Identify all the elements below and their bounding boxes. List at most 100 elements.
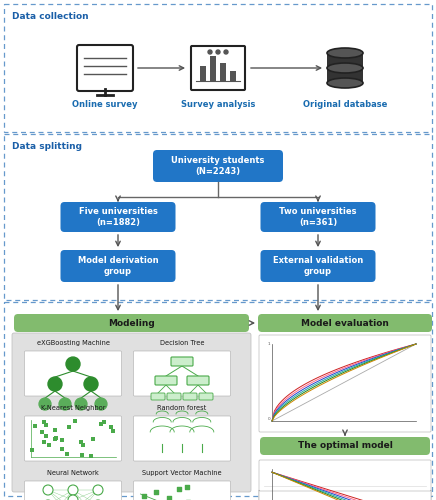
Text: Data splitting: Data splitting xyxy=(12,142,82,151)
FancyBboxPatch shape xyxy=(61,202,176,232)
Text: Decision Tree: Decision Tree xyxy=(160,340,204,346)
Point xyxy=(184,498,191,500)
Point xyxy=(66,423,73,431)
Circle shape xyxy=(68,495,78,500)
Text: Data collection: Data collection xyxy=(12,12,89,21)
Point xyxy=(79,440,86,448)
FancyBboxPatch shape xyxy=(153,150,283,182)
Text: Survey analysis: Survey analysis xyxy=(181,100,255,109)
FancyBboxPatch shape xyxy=(187,376,209,385)
Point xyxy=(52,435,59,443)
Point xyxy=(45,442,52,450)
Text: K-Nearest Neighbor: K-Nearest Neighbor xyxy=(41,405,105,411)
FancyBboxPatch shape xyxy=(260,437,430,455)
Circle shape xyxy=(66,357,80,371)
Point xyxy=(53,434,60,442)
Text: Five universities
(n=1882): Five universities (n=1882) xyxy=(78,208,157,227)
Bar xyxy=(4,134,432,300)
Text: External validation
group: External validation group xyxy=(273,256,363,276)
FancyBboxPatch shape xyxy=(259,490,431,500)
Point xyxy=(98,420,105,428)
Circle shape xyxy=(208,50,212,54)
Point xyxy=(72,418,78,426)
Point xyxy=(40,438,47,446)
Text: Modeling: Modeling xyxy=(108,318,155,328)
Point xyxy=(29,446,36,454)
FancyBboxPatch shape xyxy=(171,357,193,366)
Circle shape xyxy=(48,377,62,391)
FancyBboxPatch shape xyxy=(260,250,375,282)
Point xyxy=(152,488,159,496)
Point xyxy=(78,438,85,446)
Bar xyxy=(327,53,363,83)
Text: Random forest: Random forest xyxy=(157,405,207,411)
Text: University students
(N=2243): University students (N=2243) xyxy=(171,156,265,176)
FancyBboxPatch shape xyxy=(155,376,177,385)
Ellipse shape xyxy=(327,48,363,58)
Point xyxy=(89,435,96,443)
FancyBboxPatch shape xyxy=(24,351,122,396)
Bar xyxy=(210,56,216,81)
Text: Model evaluation: Model evaluation xyxy=(301,318,389,328)
Point xyxy=(78,451,85,459)
FancyBboxPatch shape xyxy=(14,314,249,332)
Circle shape xyxy=(84,377,98,391)
Text: Online survey: Online survey xyxy=(72,100,138,109)
FancyBboxPatch shape xyxy=(61,250,176,282)
FancyBboxPatch shape xyxy=(258,314,432,332)
Point xyxy=(87,452,94,460)
FancyBboxPatch shape xyxy=(199,393,213,400)
FancyBboxPatch shape xyxy=(133,416,231,461)
FancyBboxPatch shape xyxy=(151,393,165,400)
Point xyxy=(141,492,148,500)
Point xyxy=(39,428,46,436)
Bar xyxy=(230,71,236,81)
Point xyxy=(108,424,115,432)
Circle shape xyxy=(75,398,87,410)
Circle shape xyxy=(59,398,71,410)
Point xyxy=(176,486,183,494)
FancyBboxPatch shape xyxy=(24,416,122,461)
Text: Support Vector Machine: Support Vector Machine xyxy=(142,470,222,476)
Text: 0: 0 xyxy=(267,417,270,421)
Point xyxy=(184,483,191,491)
Ellipse shape xyxy=(327,78,363,88)
Text: eXGBoosting Machine: eXGBoosting Machine xyxy=(37,340,109,346)
FancyBboxPatch shape xyxy=(259,335,431,432)
Point xyxy=(165,494,172,500)
Text: Neural Network: Neural Network xyxy=(47,470,99,476)
FancyBboxPatch shape xyxy=(133,351,231,396)
Point xyxy=(58,436,65,444)
Circle shape xyxy=(68,485,78,495)
Circle shape xyxy=(224,50,228,54)
Circle shape xyxy=(216,50,220,54)
FancyBboxPatch shape xyxy=(12,333,251,492)
Point xyxy=(52,426,59,434)
FancyBboxPatch shape xyxy=(260,202,375,232)
Circle shape xyxy=(43,485,53,495)
Circle shape xyxy=(39,398,51,410)
FancyBboxPatch shape xyxy=(183,393,197,400)
Text: The optimal model: The optimal model xyxy=(297,442,392,450)
Ellipse shape xyxy=(327,63,363,73)
Point xyxy=(101,418,108,426)
Point xyxy=(43,420,50,428)
Text: Original database: Original database xyxy=(303,100,387,109)
Point xyxy=(32,422,39,430)
FancyBboxPatch shape xyxy=(24,481,122,500)
FancyBboxPatch shape xyxy=(133,481,231,500)
Point xyxy=(109,428,116,436)
FancyBboxPatch shape xyxy=(167,393,181,400)
Bar xyxy=(4,302,432,496)
Text: Model derivation
group: Model derivation group xyxy=(78,256,158,276)
Point xyxy=(59,445,66,453)
Point xyxy=(42,432,49,440)
Circle shape xyxy=(93,485,103,495)
Point xyxy=(40,418,47,426)
FancyBboxPatch shape xyxy=(77,45,133,91)
Bar xyxy=(4,4,432,132)
Bar xyxy=(220,63,226,81)
FancyBboxPatch shape xyxy=(191,46,245,90)
Bar xyxy=(200,66,206,81)
Point xyxy=(64,450,71,458)
